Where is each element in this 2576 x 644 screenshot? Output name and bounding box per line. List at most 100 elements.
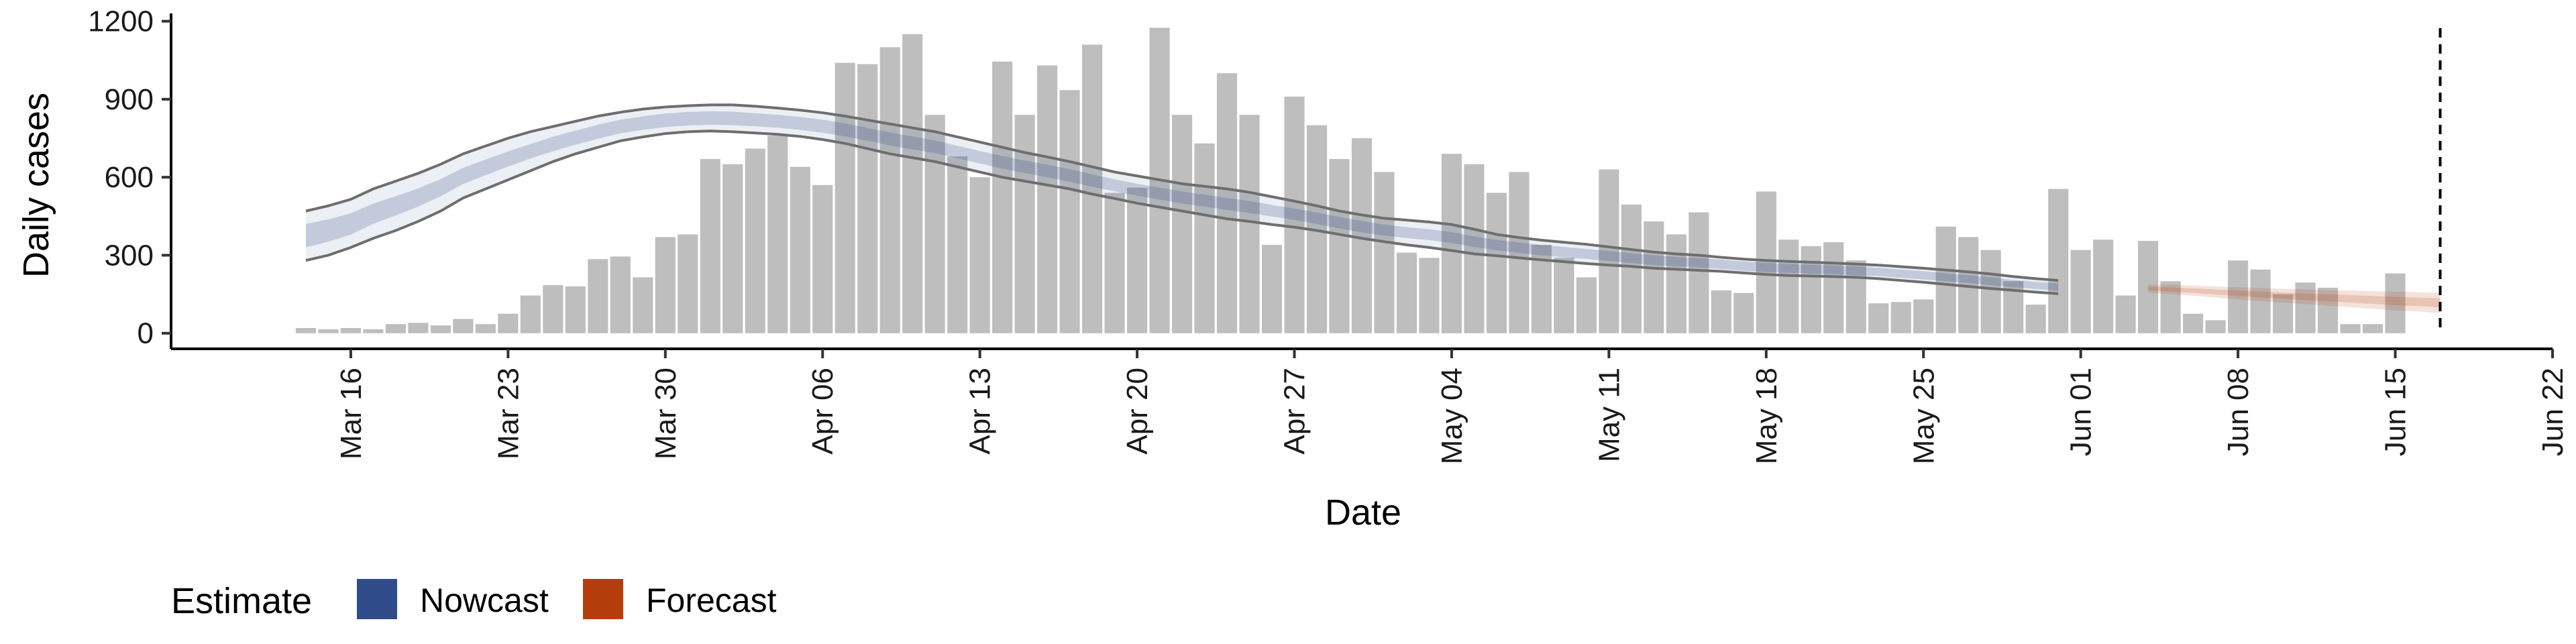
bar-43 [1261,244,1283,333]
bar-5 [408,323,429,333]
legend-swatch-forecast [583,579,623,619]
x-tick-label-13: Jun 15 [2379,368,2412,456]
bar-68 [1823,242,1844,333]
bar-32 [1014,115,1035,333]
bar-40 [1194,143,1215,333]
x-tick-label-12: Jun 08 [2222,368,2255,456]
y-axis-title: Daily cases [16,93,56,278]
bar-58 [1599,169,1619,333]
x-tick-label-0: Mar 16 [335,368,368,460]
bar-71 [1890,302,1911,333]
lines-layer [305,28,2442,332]
bar-7 [453,319,474,333]
bar-14 [610,256,631,333]
bar-75 [1980,250,2001,333]
bar-87 [2250,269,2271,333]
bar-33 [1037,65,1058,333]
bar-23 [812,184,833,333]
bar-52 [1464,164,1485,333]
nowcast-inner-band [305,111,2059,291]
bar-35 [1082,44,1103,333]
bar-66 [1778,239,1799,333]
bar-16 [655,237,676,333]
x-tick-label-3: Apr 06 [806,368,839,455]
x-tick-label-6: Apr 27 [1279,368,1311,455]
bar-4 [385,324,406,333]
bars-layer [295,28,2406,333]
bar-53 [1486,193,1507,333]
bar-85 [2205,320,2226,333]
bar-41 [1216,73,1238,333]
nowcast-outer-band [305,105,2059,294]
x-tick-label-14: Jun 22 [2536,368,2569,456]
x-tick-label-2: Mar 30 [649,368,682,460]
bar-80 [2093,239,2114,333]
bar-12 [565,286,586,333]
bar-65 [1756,191,1776,333]
bar-73 [1935,226,1956,333]
bar-47 [1351,138,1373,333]
bar-30 [969,177,990,333]
y-tick-label-2: 600 [105,161,154,194]
bar-63 [1711,290,1731,333]
bar-48 [1374,172,1395,333]
legend-title: Estimate [171,581,312,621]
bar-3 [363,329,384,333]
x-tick-label-8: May 11 [1593,368,1625,462]
axes-layer: 0 300 600 900 1200 Mar 16 Mar 23 Mar 30 Apr 06 Ap… [88,5,2569,465]
bar-29 [947,156,968,333]
bar-19 [722,164,743,333]
bar-57 [1576,277,1597,333]
bar-25 [857,64,878,333]
bar-89 [2295,282,2316,333]
bar-82 [2138,241,2159,333]
x-tick-label-7: May 04 [1436,368,1468,464]
bands-layer [305,105,2440,313]
x-tick-label-4: Apr 13 [964,368,997,455]
x-tick-label-10: May 25 [1907,368,1940,464]
bar-78 [2048,189,2069,333]
bar-72 [1913,299,1934,333]
bar-2 [340,327,361,333]
estimate-upper-line [305,103,2059,282]
bar-59 [1621,204,1642,333]
bar-10 [520,295,541,333]
bar-54 [1509,172,1529,333]
legend-label-forecast: Forecast [646,582,777,619]
bar-13 [588,259,608,333]
bar-27 [902,34,923,333]
bar-91 [2340,324,2361,333]
bar-77 [2025,305,2046,333]
x-tick-label-5: Apr 20 [1121,368,1154,455]
bar-92 [2363,324,2383,333]
bar-9 [498,313,519,333]
bar-28 [924,115,945,333]
bar-20 [745,148,765,333]
x-tick-label-1: Mar 23 [492,368,525,460]
bar-24 [835,62,855,333]
bar-6 [430,325,451,333]
bar-22 [790,166,810,333]
bar-15 [633,277,653,333]
bar-36 [1104,193,1125,333]
bar-60 [1644,221,1664,333]
y-tick-label-0: 0 [138,317,154,350]
bar-42 [1239,115,1260,333]
bar-0 [295,327,317,333]
bar-26 [879,47,900,333]
bar-93 [2385,273,2406,333]
bar-79 [2070,250,2091,333]
forecast-inner-band [2148,286,2440,308]
bar-8 [475,324,496,333]
x-tick-label-11: Jun 01 [2065,368,2098,456]
estimate-lower-line [305,129,2059,295]
bar-84 [2183,313,2204,333]
bar-56 [1554,258,1574,333]
bar-64 [1733,292,1754,333]
bar-81 [2115,295,2136,333]
legend-label-nowcast: Nowcast [420,582,549,619]
bar-51 [1441,154,1462,333]
bar-11 [543,285,564,333]
